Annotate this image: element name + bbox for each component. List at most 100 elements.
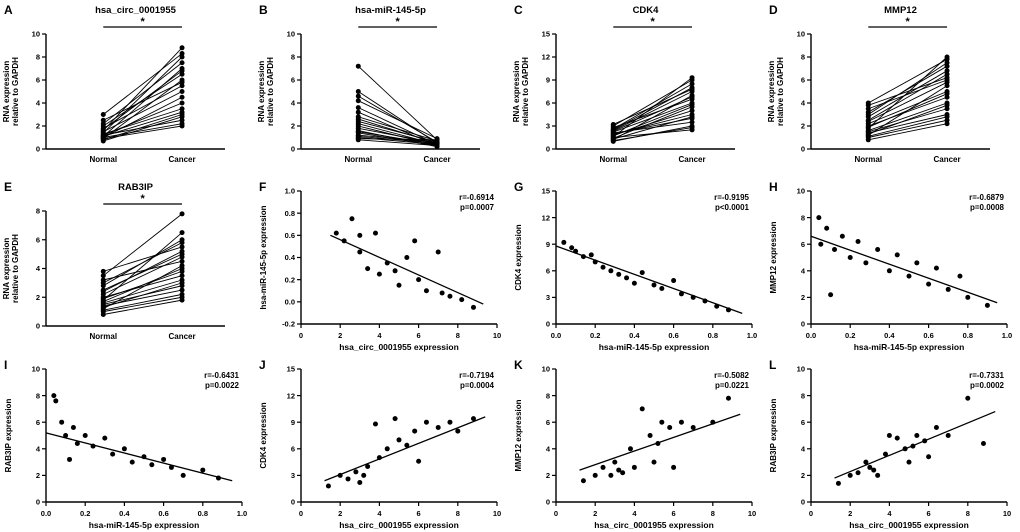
correlation-r: r=-0.5082 [714,371,749,380]
y-tick-label: 8 [36,53,40,62]
data-point [855,469,861,475]
x-tick-label: 6 [417,509,421,518]
panel-letter: D [769,3,778,17]
data-point [179,60,185,66]
data-point [179,71,185,77]
data-point [200,467,206,473]
panel-letter: I [4,358,7,372]
data-point [179,292,185,298]
data-point [894,435,900,441]
data-point [678,419,684,425]
data-point [59,419,65,425]
y-tick-label: 0 [36,497,40,506]
y-tick-label: 2 [801,293,805,302]
data-point [349,216,355,222]
y-axis-label: relative to GAPDH [266,57,275,126]
data-point [689,86,695,92]
data-point [357,233,363,239]
x-tick-label: 0.2 [80,509,90,518]
x-tick-label: 0.8 [198,509,208,518]
data-point [372,230,378,236]
x-tick-label: 6 [672,509,676,518]
data-point [179,79,185,85]
y-tick-label: 8 [36,391,40,400]
data-point [179,123,185,129]
x-tick-label: 2 [338,331,342,340]
data-point [573,249,579,255]
data-point [179,273,185,279]
pair-line [357,65,438,141]
data-point [361,472,367,478]
pair-line [867,56,948,129]
data-point [179,45,185,51]
x-tick-label: 8 [711,509,715,518]
trend-line [555,245,743,315]
pair-line [613,88,693,125]
y-tick-label: 1.0 [285,187,295,196]
pair-line [868,77,948,106]
y-tick-label: 8 [801,53,805,62]
pair-line [868,81,948,122]
chart-E: E 0 2 4 6 8 RNA expression relative to GAPDH RAB… [2,180,225,341]
y-axis-label: relative to GAPDH [11,57,20,126]
data-point [179,106,185,112]
y-tick-label: -0.2 [282,320,295,329]
trend-line [810,235,998,304]
pair-line [103,265,183,310]
x-axis-label: hsa_circ_0001955 expression [339,342,459,352]
chart-B: B 0 2 4 6 8 10 RNA expression relative to GAPDH h… [257,3,480,164]
data-point [70,424,76,430]
data-point [608,268,614,274]
data-point [945,432,951,438]
category-label: Cancer [933,155,960,164]
data-point [863,459,869,465]
significance-asterisk: * [141,16,146,28]
y-tick-label: 6 [36,236,40,245]
data-point [179,266,185,272]
data-point [689,102,695,108]
pair-line [103,246,183,273]
y-tick-label: 10 [542,364,550,373]
data-point [616,467,622,473]
x-tick-label: 1.0 [237,509,247,518]
pair-line [868,114,948,134]
data-point [944,106,950,112]
data-point [355,137,361,143]
data-point [455,428,461,434]
category-label: Cancer [678,155,705,164]
y-axis-label: MMP12 expression [514,399,523,471]
data-point [82,432,88,438]
data-point [179,117,185,123]
y-axis-label: hsa-miR-145-5p expression [259,206,268,310]
y-tick-label: 10 [32,364,40,373]
y-axis-label: RNA expression [512,61,521,123]
x-tick-label: 10 [493,331,501,340]
data-point [847,255,853,261]
data-point [179,230,185,236]
pair-line [103,279,183,304]
x-tick-label: 0.2 [845,331,855,340]
panel-letter: K [514,358,523,372]
chart-F: F -0.2 0.0 0.2 0.4 0.6 0.8 1.0 hsa-miR-145-5p ex… [259,180,501,352]
data-point [944,75,950,81]
y-tick-label: 2 [801,122,805,131]
panel-letter: J [259,358,266,372]
panel-letter: C [514,3,523,17]
y-tick-label: 15 [542,30,550,39]
data-point [580,254,586,260]
y-tick-label: 6 [801,418,805,427]
x-tick-label: 10 [748,509,756,518]
chart-K: K 0 2 4 6 8 10 MMP12 expression 0 2 4 6 8 10 hsa_circ_… [514,358,756,530]
data-point [161,456,167,462]
y-axis-label: relative to GAPDH [521,57,530,126]
y-tick-label: 4 [36,265,41,274]
data-point [906,459,912,465]
data-point [655,440,661,446]
data-point [337,472,343,478]
data-point [396,283,402,289]
data-point [179,280,185,286]
data-point [922,437,928,443]
y-axis-label: RAB3IP expression [769,398,778,472]
panel-letter: E [4,180,12,194]
